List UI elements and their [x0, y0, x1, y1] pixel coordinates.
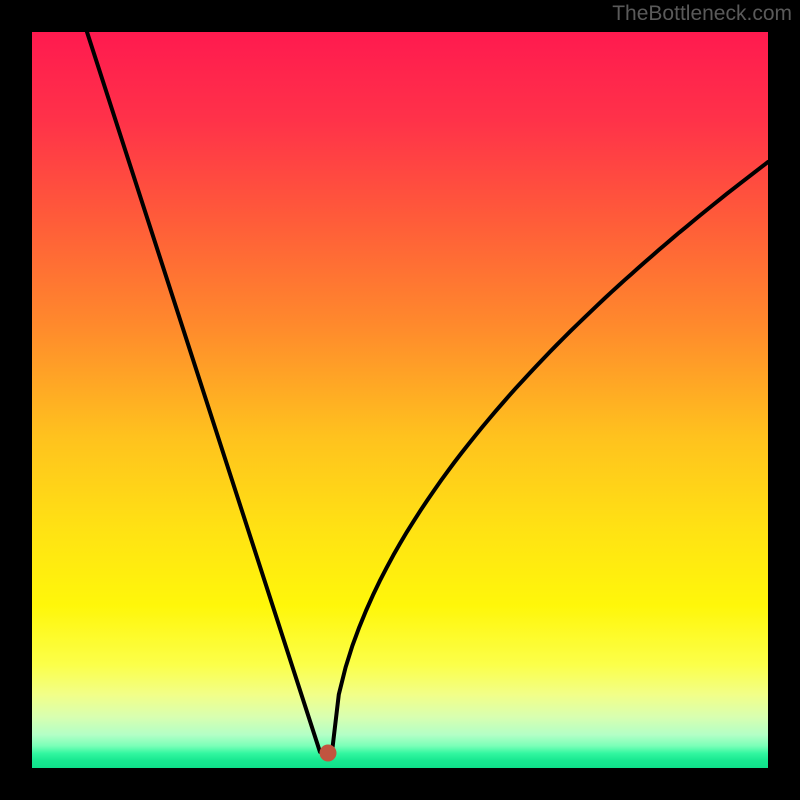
optimum-marker [320, 745, 337, 762]
bottleneck-curve [32, 32, 768, 768]
watermark-text: TheBottleneck.com [612, 2, 792, 26]
chart-container: TheBottleneck.com [0, 0, 800, 800]
plot-area [32, 32, 768, 768]
